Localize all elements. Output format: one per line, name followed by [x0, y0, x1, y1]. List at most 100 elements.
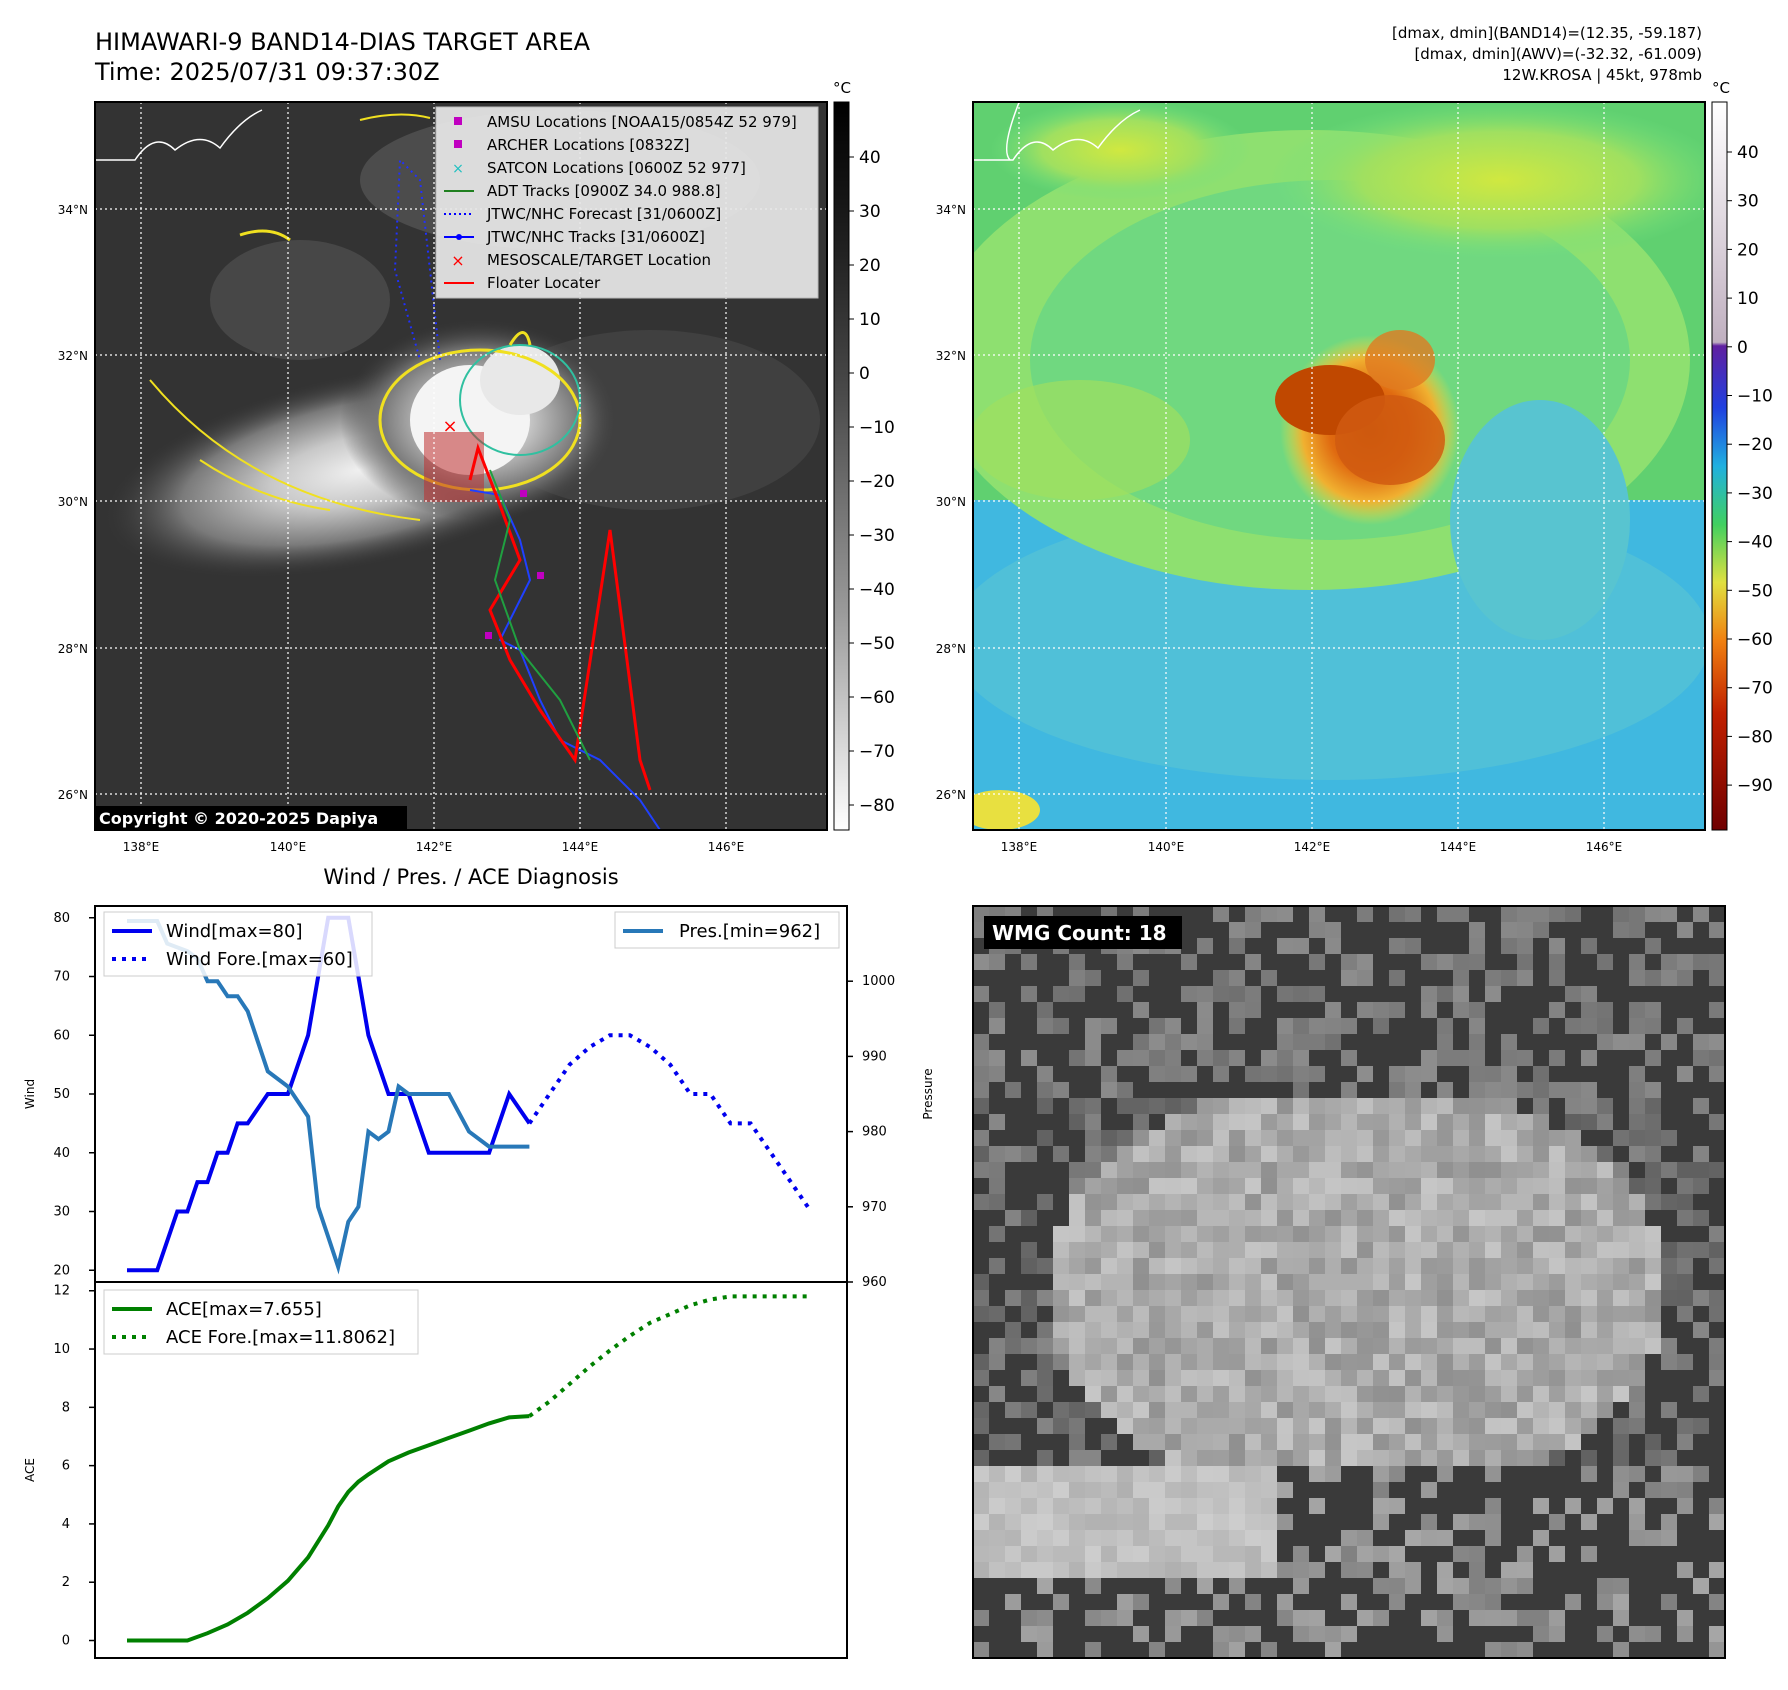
ir-lon-label-146: 146°E — [708, 840, 745, 854]
figure-time: Time: 2025/07/31 09:37:30Z — [94, 58, 440, 86]
pressure-legend: Pres.[min=962] — [614, 911, 840, 949]
wind-ytick-label: 80 — [53, 911, 70, 926]
ir-colorbar-unit: °C — [833, 79, 851, 97]
ir-lat-label-34: 34°N — [58, 203, 88, 217]
pressure-ytick-label: 980 — [862, 1125, 887, 1140]
ir-lat-label-26: 26°N — [58, 788, 88, 802]
ir-colorbar-tick-label: −40 — [859, 580, 895, 600]
wv-colorbar-tick-label: 20 — [1737, 240, 1759, 260]
wv-lat-label-32: 32°N — [936, 349, 966, 363]
legend-pressure-label: Pres.[min=962] — [679, 921, 820, 942]
figure-title: HIMAWARI-9 BAND14-DIAS TARGET AREA — [95, 28, 591, 56]
ir-colorbar-tick-label: −70 — [859, 742, 895, 762]
ir-colorbar-tick-label: −20 — [859, 472, 895, 492]
wv-lat-label-34: 34°N — [936, 203, 966, 217]
ace-ytick-label: 12 — [53, 1284, 70, 1299]
legend-wind-label: Wind[max=80] — [166, 921, 303, 942]
ace-legend: ACE[max=7.655] ACE Fore.[max=11.8062] — [103, 1289, 419, 1355]
ir-colorbar-tick-label: 30 — [859, 202, 881, 222]
legend-archer-label: ARCHER Locations [0832Z] — [487, 136, 690, 154]
wv-map-panel: 34°N 32°N 30°N 28°N 26°N 138°E 140°E 142… — [936, 101, 1706, 854]
wind-axis-label: Wind — [23, 1079, 37, 1109]
wind-ytick-label: 50 — [53, 1087, 70, 1102]
ir-map-panel: × AMSU Locations [NOAA15/0854Z 52 979] — [58, 101, 828, 854]
wv-colorbar: °C 40 30 20 10 0 −10 −20 −30 −40 −50 −60 −70 −80 −90 — [1711, 79, 1773, 831]
pressure-ytick-label: 970 — [862, 1200, 887, 1215]
ace-axis-label: ACE — [23, 1458, 37, 1482]
ir-colorbar-tick-label: −50 — [859, 634, 895, 654]
ace-series-0-line — [127, 1414, 530, 1643]
pressure-ytick-label: 1000 — [862, 974, 895, 989]
wv-lon-label-138: 138°E — [1001, 840, 1038, 854]
ace-ytick-label: 2 — [62, 1575, 70, 1590]
ir-lat-label-30: 30°N — [58, 495, 88, 509]
wv-colorbar-tick-label: −80 — [1737, 727, 1773, 747]
wv-colorbar-tick-label: 40 — [1737, 143, 1759, 163]
wv-lon-label-144: 144°E — [1440, 840, 1477, 854]
wv-colorbar-tick-label: −30 — [1737, 484, 1773, 504]
legend-wind-forecast-label: Wind Fore.[max=60] — [166, 949, 353, 970]
wv-colorbar-tick-label: 10 — [1737, 289, 1759, 309]
legend-adt-label: ADT Tracks [0900Z 34.0 988.8] — [487, 182, 721, 200]
wv-colorbar-unit: °C — [1712, 79, 1730, 97]
svg-text:×: × — [442, 416, 457, 437]
ir-colorbar-tick-label: −80 — [859, 796, 895, 816]
info-band14-range: [dmax, dmin](BAND14)=(12.35, -59.187) — [1392, 24, 1702, 42]
wv-colorbar-tick-label: −40 — [1737, 533, 1773, 553]
legend-floater-label: Floater Locater — [487, 274, 601, 292]
wv-colorbar-tick-label: −10 — [1737, 387, 1773, 407]
wv-lon-label-146: 146°E — [1586, 840, 1623, 854]
ir-colorbar-tick-label: 0 — [859, 364, 870, 384]
ir-colorbar-tick-label: −10 — [859, 418, 895, 438]
wind-ytick-label: 20 — [53, 1263, 70, 1278]
ir-colorbar-tick-label: 40 — [859, 148, 881, 168]
wind-series-0-line — [127, 915, 532, 1273]
ir-colorbar-tick-label: 10 — [859, 310, 881, 330]
wv-colorbar-tick-label: −60 — [1737, 630, 1773, 650]
ir-colorbar-tick-label: −60 — [859, 688, 895, 708]
wv-lat-label-30: 30°N — [936, 495, 966, 509]
ace-ytick-label: 4 — [62, 1517, 70, 1532]
legend-ace-label: ACE[max=7.655] — [166, 1299, 322, 1320]
legend-amsu-label: AMSU Locations [NOAA15/0854Z 52 979] — [487, 113, 797, 131]
ace-ytick-label: 0 — [62, 1634, 70, 1649]
wv-lat-label-28: 28°N — [936, 642, 966, 656]
pressure-ytick-label: 960 — [862, 1275, 887, 1290]
legend-jtwc-tracks-label: JTWC/NHC Tracks [31/0600Z] — [486, 228, 705, 246]
wv-colorbar-tick-label: 0 — [1737, 338, 1748, 358]
wv-lon-label-142: 142°E — [1294, 840, 1331, 854]
wmg-panel: WMG Count: 18 — [972, 905, 1726, 1659]
diagnosis-chart: 20 30 40 50 60 70 80 960 970 980 990 1000 0 2 4 6 8 10 1… — [23, 905, 935, 1659]
wind-ytick-label: 70 — [53, 970, 70, 985]
legend-target-label: MESOSCALE/TARGET Location — [487, 251, 711, 269]
ir-lat-label-32: 32°N — [58, 349, 88, 363]
wv-colorbar-tick-label: 30 — [1737, 192, 1759, 212]
info-storm: 12W.KROSA | 45kt, 978mb — [1502, 66, 1702, 84]
ace-ytick-label: 6 — [62, 1459, 70, 1474]
pressure-ytick-label: 990 — [862, 1049, 887, 1064]
ir-map-legend: AMSU Locations [NOAA15/0854Z 52 979] ARC… — [435, 106, 819, 299]
ace-ytick-label: 8 — [62, 1400, 70, 1415]
wv-colorbar-tick-label: −20 — [1737, 435, 1773, 455]
legend-satcon-label: SATCON Locations [0600Z 52 977] — [487, 159, 746, 177]
legend-ace-forecast-label: ACE Fore.[max=11.8062] — [166, 1327, 395, 1348]
ir-colorbar-tick-label: 20 — [859, 256, 881, 276]
svg-text:×: × — [452, 161, 464, 177]
wind-legend: Wind[max=80] Wind Fore.[max=60] — [103, 911, 373, 977]
wv-colorbar-tick-label: −70 — [1737, 679, 1773, 699]
ir-lon-label-142: 142°E — [416, 840, 453, 854]
wv-colorbar-tick-label: −90 — [1737, 776, 1773, 796]
ir-colorbar: °C 40 30 20 10 0 −10 −20 −30 −40 −50 −60 −70 −80 — [833, 79, 895, 831]
svg-text:×: × — [451, 251, 464, 270]
ace-ytick-label: 10 — [53, 1342, 70, 1357]
ir-lat-label-28: 28°N — [58, 642, 88, 656]
diagnosis-title: Wind / Pres. / ACE Diagnosis — [323, 865, 618, 889]
pressure-axis-label: Pressure — [921, 1068, 935, 1119]
wind-ytick-label: 30 — [53, 1205, 70, 1220]
wv-lon-label-140: 140°E — [1148, 840, 1185, 854]
pressure-series-0-line — [127, 919, 530, 1275]
ir-lon-label-138: 138°E — [123, 840, 160, 854]
legend-jtwc-forecast-label: JTWC/NHC Forecast [31/0600Z] — [486, 205, 721, 223]
ir-lon-label-140: 140°E — [270, 840, 307, 854]
ir-lon-label-144: 144°E — [562, 840, 599, 854]
